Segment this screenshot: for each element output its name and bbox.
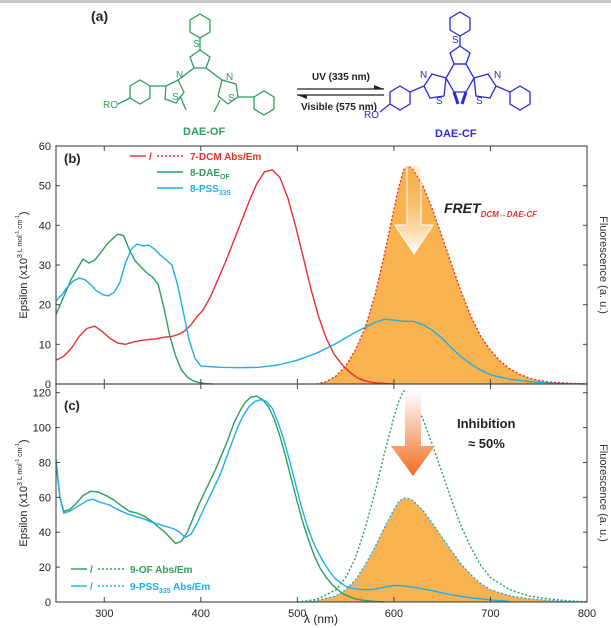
dae-cf-structure <box>379 11 531 113</box>
legend-item-7-dcm: / 7-DCM Abs/Em <box>130 152 261 163</box>
series-line-0 <box>55 395 385 603</box>
panel-c-chart: 0 20 40 60 80 100 120 300 400 500 600 700 800 (c) /… <box>15 383 609 626</box>
dae-cf-label: DAE-CF <box>435 128 477 140</box>
y-tick-label: 30 <box>39 260 51 272</box>
series-line-3 <box>297 497 588 603</box>
ro-label: RO <box>103 100 118 111</box>
x-tick-label: 400 <box>192 608 210 620</box>
dae-of-structure <box>117 13 275 116</box>
x-tick-label: 800 <box>578 608 596 620</box>
panel-c-label: (c) <box>64 398 80 413</box>
y-tick-label: 100 <box>33 423 51 435</box>
series-fill-3 <box>316 165 587 384</box>
legend-item-8-pss: 8-PSS335 <box>157 184 231 197</box>
inhibition-arrow <box>391 392 435 476</box>
uv-label: UV (335 nm) <box>312 72 370 83</box>
series-line-1 <box>55 399 510 603</box>
ro-label: RO <box>364 110 379 121</box>
legend-label: 9-PSS335 Abs/Em <box>130 582 210 595</box>
x-axis-label: λ (nm) <box>304 612 338 626</box>
y-tick-label: 20 <box>39 562 51 574</box>
series-line-1 <box>55 233 213 385</box>
legend-label: 7-DCM Abs/Em <box>190 152 261 163</box>
panel-b-y-axis-label: Epsilon (x103 L mol-1 cm-1) <box>15 211 30 318</box>
atom-s: S <box>452 35 459 46</box>
legend-item-9-pss: / 9-PSS335 Abs/Em <box>71 582 210 595</box>
y-tick-label: 0 <box>45 379 51 391</box>
series-fill-3 <box>297 498 587 602</box>
y-tick-label: 80 <box>39 457 51 469</box>
atom-s: S <box>172 92 179 103</box>
fret-annotation: FRETDCM→DAE-CF <box>444 200 538 219</box>
x-tick-label: 500 <box>288 608 306 620</box>
atom-n: N <box>176 70 183 81</box>
legend-label: 9-OF Abs/Em <box>130 565 193 576</box>
panel-b-frame <box>55 145 588 385</box>
panel-b-legend: / 7-DCM Abs/Em 8-DAEOF 8-PSS335 <box>130 152 261 197</box>
atom-s: S <box>436 96 443 107</box>
top-border <box>0 0 611 3</box>
y-tick-label: 50 <box>39 181 51 193</box>
panel-c-y-axis-label: Epsilon (x103 L mol-1 cm-1) <box>15 439 30 546</box>
series-line-2 <box>55 243 588 385</box>
y-tick-label: 60 <box>39 141 51 153</box>
visible-label: Visible (575 nm) <box>301 102 377 113</box>
y-tick-label: 40 <box>39 527 51 539</box>
panel-c-legend: / 9-OF Abs/Em / 9-PSS335 Abs/Em <box>71 565 210 595</box>
legend-slash: / <box>90 565 93 576</box>
legend-item-8-dae: 8-DAEOF <box>157 168 230 181</box>
x-tick-label: 600 <box>385 608 403 620</box>
series-line-3 <box>316 165 588 385</box>
y-tick-label: 20 <box>39 300 51 312</box>
x-tick-label: 700 <box>481 608 499 620</box>
fret-arrow <box>394 165 434 255</box>
photoswitch-arrows: UV (335 nm) Visible (575 nm) <box>297 72 384 113</box>
y-tick-label: 0 <box>45 597 51 609</box>
legend-slash: / <box>149 152 152 163</box>
panel-b-chart: 0 10 20 30 40 50 60 (b) / 7-DCM Abs/Em 8-DAEOF… <box>15 141 609 391</box>
series-line-0 <box>55 169 394 385</box>
y-tick-label: 120 <box>33 388 51 400</box>
atom-n: N <box>494 70 501 81</box>
panel-b-right-axis-label: Fluorescence (a. u.) <box>597 216 609 314</box>
scheme-panel: (a) S N S S N RO DAE-OF <box>91 8 531 140</box>
legend-item-9-of: / 9-OF Abs/Em <box>71 565 193 576</box>
panel-c-frame <box>55 383 588 603</box>
legend-label: 8-PSS335 <box>190 184 231 197</box>
inhibition-value: ≈ 50% <box>468 436 505 451</box>
panel-c-right-axis-label: Fluorescence (a. u.) <box>597 444 609 542</box>
atom-s: S <box>476 96 483 107</box>
scheme-panel-label: (a) <box>91 8 108 24</box>
y-tick-label: 60 <box>39 492 51 504</box>
dae-of-label: DAE-OF <box>183 126 225 138</box>
x-tick-label: 300 <box>95 608 113 620</box>
atom-n: N <box>226 72 233 83</box>
y-tick-label: 40 <box>39 220 51 232</box>
atom-s: S <box>228 93 235 104</box>
atom-s: S <box>193 39 200 50</box>
legend-slash: / <box>90 582 93 593</box>
inhibition-label: Inhibition <box>457 416 516 431</box>
panel-b-label: (b) <box>64 151 81 166</box>
legend-label: 8-DAEOF <box>190 168 230 181</box>
y-tick-label: 10 <box>39 339 51 351</box>
atom-n: N <box>420 70 427 81</box>
